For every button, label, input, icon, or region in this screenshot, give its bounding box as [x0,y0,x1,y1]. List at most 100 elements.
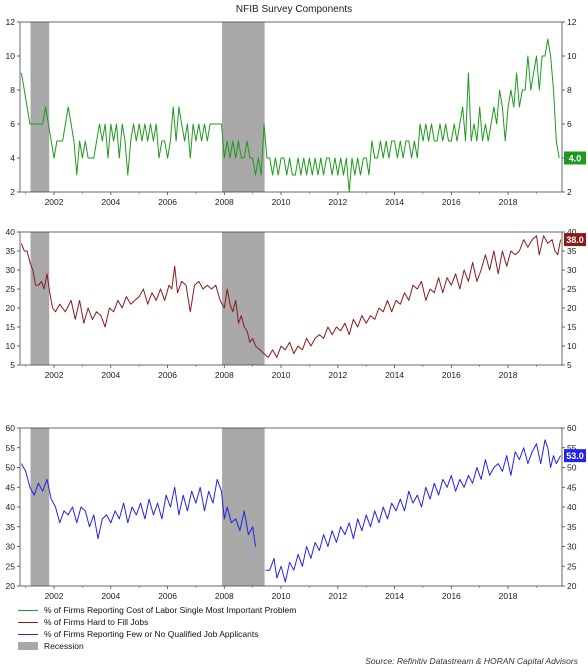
cost-of-labor-recession-band-0 [30,22,50,192]
cost-of-labor-last-value-label: 4.0 [569,154,582,164]
cost-of-labor-ytick-right-label: 8 [567,85,572,95]
cost-of-labor-plot-frame [19,21,563,193]
hard-to-fill-xtick-label: 2008 [215,370,234,380]
legend-label-cost-of-labor: % of Firms Reporting Cost of Labor Singl… [44,605,297,615]
hard-to-fill-plot-frame [19,231,563,366]
few-qualified-ytick-left-label: 30 [6,542,16,552]
hard-to-fill-xtick-label: 2002 [45,370,64,380]
hard-to-fill-series-line [20,235,562,358]
legend-swatch-recession [18,642,38,650]
hard-to-fill-ytick-right-label: 25 [567,284,577,294]
few-qualified-xtick-label: 2002 [45,591,64,601]
cost-of-labor-xtick-label: 2018 [499,197,518,207]
few-qualified-xtick-label: 2018 [499,591,518,601]
hard-to-fill-xtick-label: 2004 [101,370,120,380]
cost-of-labor-ytick-left-label: 6 [10,119,15,129]
cost-of-labor-ytick-right-label: 10 [567,51,577,61]
few-qualified-ytick-right-label: 20 [567,581,577,591]
few-qualified-last-value-badge [564,449,586,463]
cost-of-labor-xtick-label: 2012 [328,197,347,207]
hard-to-fill-ytick-left-label: 10 [6,341,16,351]
hard-to-fill-ytick-right-label: 35 [567,246,577,256]
legend-item-hard-to-fill: % of Firms Hard to Fill Jobs [18,616,296,628]
few-qualified-recession-band-0 [30,428,50,586]
source-note: Source: Refinitiv Datastream & HORAN Cap… [365,656,578,666]
hard-to-fill-ytick-left-label: 15 [6,322,16,332]
few-qualified-ytick-left-label: 45 [6,482,16,492]
hard-to-fill-ytick-right-label: 10 [567,341,577,351]
few-qualified-ytick-right-label: 40 [567,502,577,512]
hard-to-fill-xtick-label: 2006 [158,370,177,380]
few-qualified-ytick-left-label: 25 [6,561,16,571]
hard-to-fill-recession-band-0 [30,232,50,365]
few-qualified-xtick-label: 2008 [215,591,234,601]
few-qualified-xtick-label: 2012 [328,591,347,601]
cost-of-labor-xtick-label: 2004 [101,197,120,207]
legend-item-few-qualified: % of Firms Reporting Few or No Qualified… [18,628,296,640]
hard-to-fill-ytick-right-label: 20 [567,303,577,313]
few-qualified-ytick-right-label: 45 [567,482,577,492]
legend-swatch-cost-of-labor [18,609,38,611]
cost-of-labor-xtick-label: 2002 [45,197,64,207]
legend-label-recession: Recession [44,641,84,651]
hard-to-fill-ytick-right-label: 40 [567,227,577,237]
legend-label-hard-to-fill: % of Firms Hard to Fill Jobs [44,617,149,627]
legend-swatch-hard-to-fill [18,621,38,623]
legend-label-few-qualified: % of Firms Reporting Few or No Qualified… [44,629,259,639]
cost-of-labor-ytick-right-label: 2 [567,187,572,197]
hard-to-fill-xtick-label: 2014 [385,370,404,380]
hard-to-fill-xtick-label: 2018 [499,370,518,380]
few-qualified-ytick-left-label: 50 [6,463,16,473]
chart-legend: % of Firms Reporting Cost of Labor Singl… [18,604,296,652]
legend-item-recession: Recession [18,640,296,652]
cost-of-labor-ytick-right-label: 12 [567,17,577,27]
few-qualified-xtick-label: 2004 [101,591,120,601]
few-qualified-xtick-label: 2014 [385,591,404,601]
few-qualified-xtick-label: 2006 [158,591,177,601]
hard-to-fill-ytick-left-label: 40 [6,227,16,237]
few-qualified-ytick-left-label: 20 [6,581,16,591]
few-qualified-ytick-left-label: 40 [6,502,16,512]
cost-of-labor-ytick-left-label: 12 [6,17,16,27]
hard-to-fill-last-value-label: 38.0 [566,235,584,245]
cost-of-labor-ytick-right-label: 6 [567,119,572,129]
few-qualified-recession-band-1 [222,428,265,586]
few-qualified-ytick-left-label: 60 [6,423,16,433]
few-qualified-series-line [20,463,256,547]
cost-of-labor-xtick-label: 2016 [442,197,461,207]
hard-to-fill-ytick-right-label: 5 [567,360,572,370]
few-qualified-xtick-label: 2016 [442,591,461,601]
hard-to-fill-ytick-right-label: 15 [567,322,577,332]
hard-to-fill-ytick-left-label: 25 [6,284,16,294]
chart-title: NFIB Survey Components [235,4,353,15]
hard-to-fill-recession-band-1 [222,232,265,365]
few-qualified-ytick-left-label: 55 [6,443,16,453]
few-qualified-plot-frame [19,427,563,587]
cost-of-labor-ytick-left-label: 8 [10,85,15,95]
hard-to-fill-ytick-left-label: 5 [10,360,15,370]
legend-item-cost-of-labor: % of Firms Reporting Cost of Labor Singl… [18,604,296,616]
cost-of-labor-xtick-label: 2014 [385,197,404,207]
few-qualified-ytick-left-label: 35 [6,522,16,532]
few-qualified-ytick-right-label: 35 [567,522,577,532]
few-qualified-ytick-right-label: 60 [567,423,577,433]
cost-of-labor-ytick-left-label: 2 [10,187,15,197]
hard-to-fill-ytick-left-label: 20 [6,303,16,313]
hard-to-fill-ytick-right-label: 30 [567,265,577,275]
cost-of-labor-xtick-label: 2008 [215,197,234,207]
hard-to-fill-xtick-label: 2016 [442,370,461,380]
cost-of-labor-recession-band-1 [222,22,265,192]
few-qualified-ytick-right-label: 25 [567,561,577,571]
cost-of-labor-ytick-left-label: 10 [6,51,16,61]
few-qualified-xtick-label: 2010 [272,591,291,601]
legend-swatch-few-qualified [18,633,38,635]
hard-to-fill-last-value-badge [564,233,586,247]
cost-of-labor-ytick-left-label: 4 [10,153,15,163]
few-qualified-ytick-right-label: 30 [567,542,577,552]
cost-of-labor-xtick-label: 2010 [272,197,291,207]
cost-of-labor-series-line [20,38,560,193]
hard-to-fill-ytick-left-label: 35 [6,246,16,256]
few-qualified-ytick-right-label: 55 [567,443,577,453]
cost-of-labor-last-value-badge [564,151,586,165]
